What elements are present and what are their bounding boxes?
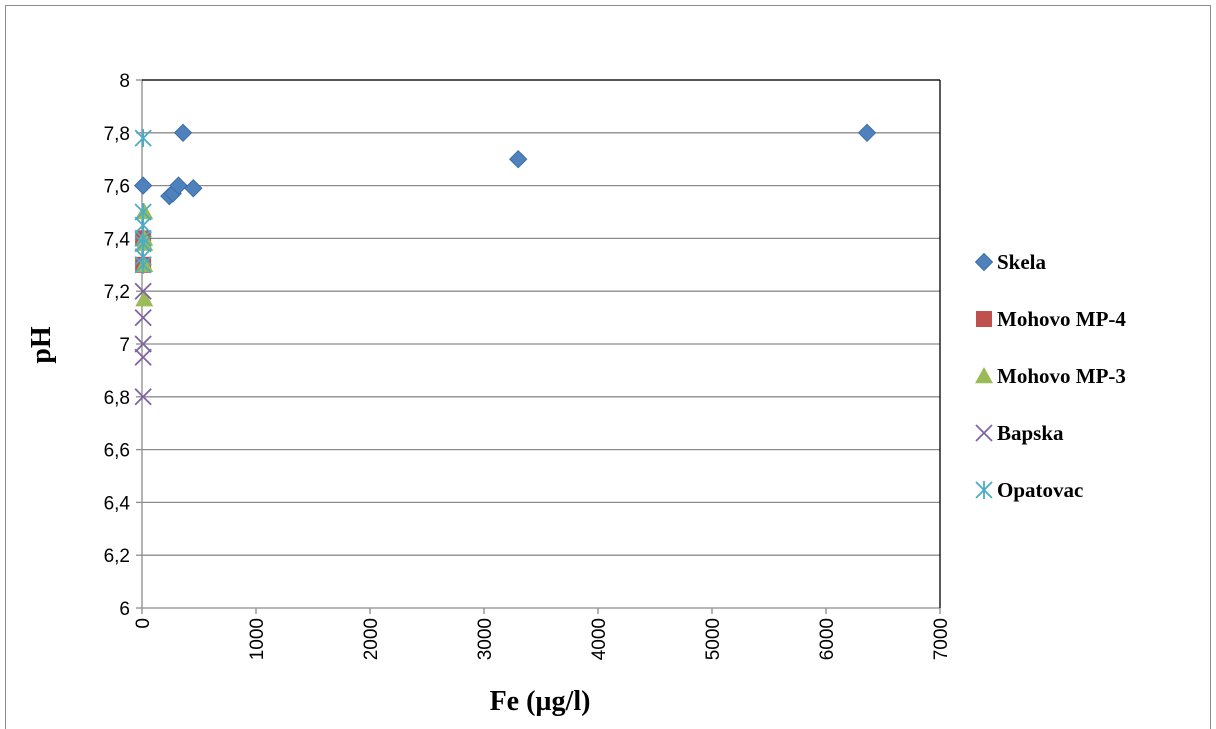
legend-entry: Mohovo MP-3 (975, 364, 1126, 388)
data-point (134, 129, 152, 148)
axis-layer (136, 79, 941, 614)
legend-label: Opatovac (997, 478, 1083, 502)
x-stroke (134, 282, 152, 300)
data-point (134, 255, 152, 274)
legend-entry: Opatovac (975, 478, 1083, 502)
legend-entry: Bapska (975, 421, 1064, 445)
y-tick-label: 6 (119, 599, 130, 620)
x-tick-label: 4000 (589, 618, 610, 660)
y-tick-label: 6,2 (104, 546, 130, 567)
legend-marker (976, 311, 992, 327)
legend-marker (974, 252, 994, 272)
data-point (133, 176, 153, 195)
grid-layer (142, 79, 940, 556)
data-point (184, 179, 203, 198)
y-tick-label: 8 (119, 71, 130, 92)
x-tick-label: 5000 (703, 618, 724, 660)
data-points (133, 123, 877, 406)
y-tick-label: 6,6 (104, 441, 130, 462)
y-tick-label: 7,8 (104, 124, 130, 145)
series-opatovac (134, 129, 152, 274)
data-point (134, 282, 152, 300)
legend: Skela Mohovo MP-4 Mohovo MP-3 Bapska Opatova… (974, 250, 1126, 502)
y-tick-label: 7,2 (104, 282, 130, 303)
data-point (508, 149, 528, 169)
legend-label: Mohovo MP-4 (997, 307, 1126, 331)
legend-label: Mohovo MP-3 (997, 364, 1126, 388)
data-point (173, 123, 193, 143)
legend-marker (975, 481, 993, 499)
y-tick-labels: 6 6,2 6,4 6,6 6,8 7 7,2 7,4 7,6 7,8 8 (104, 71, 131, 620)
x-tick-label: 2000 (361, 618, 382, 660)
data-point (169, 176, 188, 195)
x-stroke (975, 424, 993, 442)
x-stroke (134, 335, 152, 353)
y-axis-title: pH (26, 326, 57, 364)
legend-label: Skela (997, 250, 1047, 274)
legend-marker (975, 424, 993, 442)
x-tick-label: 7000 (931, 618, 952, 660)
data-point (857, 123, 877, 143)
legend-marker (975, 367, 993, 384)
legend-label: Bapska (997, 421, 1064, 445)
y-tick-label: 6,8 (104, 388, 130, 409)
series-bapska (134, 282, 152, 406)
x-tick-label: 3000 (475, 618, 496, 660)
legend-entry: Mohovo MP-4 (976, 307, 1126, 331)
data-point (134, 308, 152, 327)
y-tick-label: 7,6 (104, 177, 130, 198)
x-tick-label: 6000 (817, 618, 838, 660)
x-stroke (134, 348, 152, 366)
data-point (135, 290, 154, 307)
data-point (134, 388, 152, 406)
x-stroke (134, 388, 152, 406)
x-tick-label: 0 (133, 618, 154, 629)
y-tick-label: 7 (119, 335, 130, 356)
x-tick-labels: 0 1000 2000 3000 4000 5000 6000 7000 (133, 618, 952, 660)
series-skela (133, 123, 877, 206)
legend-entry: Skela (974, 250, 1047, 274)
data-point (134, 348, 152, 366)
x-tick-label: 1000 (247, 618, 268, 660)
y-tick-label: 6,4 (104, 493, 131, 514)
y-tick-label: 7,4 (104, 229, 131, 250)
x-stroke (134, 308, 152, 327)
data-point (134, 335, 152, 353)
x-axis-title: Fe (µg/l) (490, 686, 591, 717)
